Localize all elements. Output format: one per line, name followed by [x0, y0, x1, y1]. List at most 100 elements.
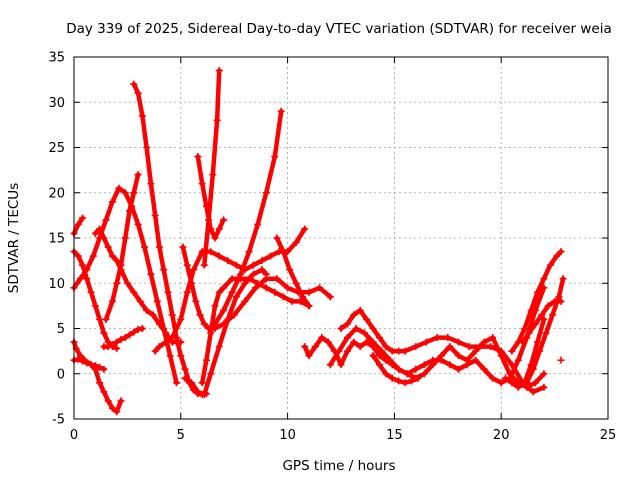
data-point: [213, 116, 221, 124]
data-point: [536, 347, 544, 355]
data-point: [117, 261, 125, 269]
data-point: [254, 220, 262, 228]
data-point: [403, 370, 411, 378]
data-point: [108, 341, 116, 349]
data-point: [271, 288, 279, 296]
data-point: [369, 325, 377, 332]
data-point: [168, 311, 176, 319]
series-arc-13: [194, 153, 228, 242]
data-point: [288, 297, 296, 305]
data-point: [497, 379, 505, 387]
data-point: [102, 315, 110, 323]
series-arc-21: [369, 352, 422, 387]
data-point: [534, 338, 542, 346]
data-point: [360, 329, 368, 337]
data-point: [155, 243, 163, 251]
data-point: [521, 379, 529, 387]
data-point: [187, 279, 195, 287]
data-point: [126, 207, 134, 215]
data-point: [343, 334, 351, 342]
data-point: [446, 361, 454, 369]
data-point: [89, 252, 97, 260]
data-point: [113, 257, 121, 265]
series-line: [199, 276, 312, 386]
chart-title: Day 339 of 2025, Sidereal Day-to-day VTE…: [66, 21, 612, 37]
data-point: [542, 329, 550, 337]
data-point: [506, 370, 514, 378]
data-point: [79, 357, 87, 365]
y-tick-label: 10: [48, 277, 65, 292]
data-point: [316, 284, 324, 292]
data-point: [553, 252, 561, 260]
data-point: [538, 311, 546, 319]
data-point: [356, 343, 364, 351]
data-point: [138, 325, 146, 332]
data-point: [117, 397, 125, 405]
data-point: [480, 338, 488, 346]
series-arc-20: [326, 325, 548, 391]
data-point: [318, 334, 326, 342]
data-point: [237, 270, 245, 278]
data-point: [557, 248, 565, 256]
data-point: [96, 379, 104, 387]
data-point: [446, 343, 454, 351]
data-point: [540, 370, 548, 378]
data-point: [375, 334, 383, 342]
data-point: [143, 306, 151, 314]
data-point: [192, 297, 200, 305]
data-point: [207, 329, 215, 337]
data-point: [401, 379, 409, 387]
data-point: [245, 275, 253, 283]
data-point: [546, 261, 554, 269]
data-point: [284, 284, 292, 292]
plot-frame: [73, 56, 609, 420]
data-point: [301, 343, 309, 351]
data-point: [414, 374, 422, 382]
series-line: [101, 326, 145, 349]
data-point: [337, 325, 345, 332]
y-tick-label: -5: [52, 413, 65, 428]
data-point: [343, 347, 351, 355]
series-line: [93, 226, 184, 345]
data-point: [258, 266, 266, 274]
data-point: [559, 275, 567, 283]
data-point: [299, 293, 307, 301]
data-point: [91, 229, 99, 237]
data-point: [134, 220, 142, 228]
series-line: [71, 249, 119, 351]
data-point: [179, 243, 187, 251]
y-tick-label: 25: [48, 141, 65, 156]
data-point: [220, 216, 228, 224]
data-point: [232, 261, 240, 269]
data-point: [454, 338, 462, 346]
data-point: [104, 397, 112, 405]
data-point: [352, 325, 360, 332]
data-point: [375, 361, 383, 369]
series-arc-12: [181, 266, 270, 399]
data-point: [407, 377, 415, 385]
data-point: [104, 343, 112, 351]
data-point: [181, 365, 189, 373]
data-point: [252, 284, 260, 292]
data-point: [326, 293, 334, 301]
data-point: [83, 275, 91, 283]
data-point: [79, 261, 87, 269]
data-point: [196, 311, 204, 319]
series-arc-22: [508, 248, 565, 355]
data-point: [514, 356, 522, 364]
data-point: [151, 347, 159, 355]
data-point: [113, 279, 121, 287]
data-point: [162, 338, 170, 346]
data-point: [215, 252, 223, 260]
data-point: [215, 288, 223, 296]
y-tick-label: 35: [48, 51, 65, 66]
data-point: [534, 288, 542, 296]
data-point: [134, 171, 142, 179]
data-point: [557, 356, 565, 364]
data-point: [155, 343, 163, 351]
data-point: [472, 356, 480, 364]
data-point: [540, 315, 548, 323]
data-point: [508, 379, 516, 387]
data-point: [508, 347, 516, 355]
